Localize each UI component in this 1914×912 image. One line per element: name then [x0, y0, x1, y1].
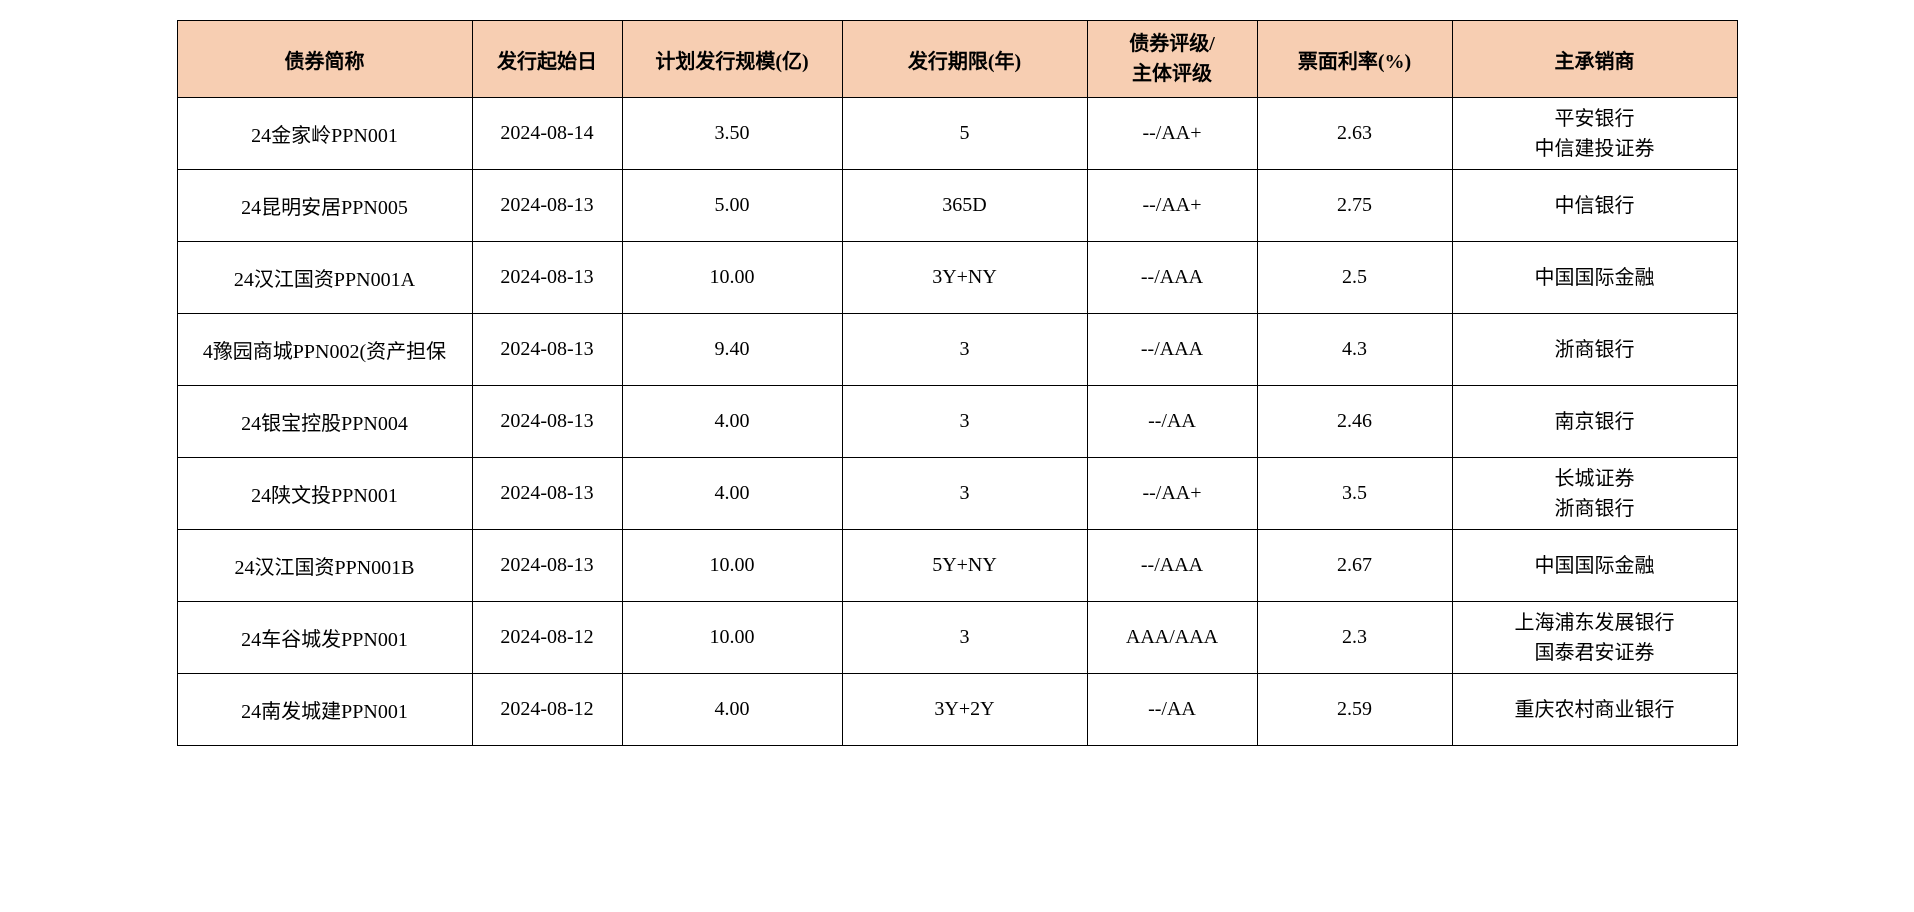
cell-issue-date: 2024-08-13 [472, 530, 622, 602]
table-row: 24昆明安居PPN0052024-08-135.00365D--/AA+2.75… [177, 170, 1737, 242]
cell-underwriter: 浙商银行 [1452, 314, 1737, 386]
cell-bond-name: 24陕文投PPN001 [177, 458, 472, 530]
cell-bond-name: 24汉江国资PPN001B [177, 530, 472, 602]
underwriter-line: 浙商银行 [1457, 494, 1733, 524]
cell-issue-term: 5 [842, 98, 1087, 170]
cell-issue-term: 3 [842, 602, 1087, 674]
cell-bond-name: 24昆明安居PPN005 [177, 170, 472, 242]
cell-issue-scale: 4.00 [622, 674, 842, 746]
header-issue-date: 发行起始日 [472, 21, 622, 98]
cell-rating: AAA/AAA [1087, 602, 1257, 674]
header-bond-name: 债券简称 [177, 21, 472, 98]
cell-issue-scale: 10.00 [622, 602, 842, 674]
cell-rating: --/AA [1087, 674, 1257, 746]
table-body: 24金家岭PPN0012024-08-143.505--/AA+2.63平安银行… [177, 98, 1737, 746]
cell-underwriter: 长城证券浙商银行 [1452, 458, 1737, 530]
cell-coupon-rate: 2.59 [1257, 674, 1452, 746]
cell-bond-name: 24车谷城发PPN001 [177, 602, 472, 674]
cell-coupon-rate: 2.63 [1257, 98, 1452, 170]
cell-issue-scale: 10.00 [622, 242, 842, 314]
cell-underwriter: 上海浦东发展银行国泰君安证券 [1452, 602, 1737, 674]
header-rating-line1: 债券评级/ [1092, 29, 1253, 59]
cell-issue-date: 2024-08-12 [472, 602, 622, 674]
cell-bond-name: 24汉江国资PPN001A [177, 242, 472, 314]
underwriter-line: 平安银行 [1457, 104, 1733, 134]
cell-issue-scale: 4.00 [622, 386, 842, 458]
cell-underwriter: 中国国际金融 [1452, 530, 1737, 602]
cell-issue-term: 5Y+NY [842, 530, 1087, 602]
table-header-row: 债券简称 发行起始日 计划发行规模(亿) 发行期限(年) 债券评级/ 主体评级 … [177, 21, 1737, 98]
underwriter-line: 国泰君安证券 [1457, 638, 1733, 668]
cell-issue-scale: 4.00 [622, 458, 842, 530]
cell-bond-name: 24银宝控股PPN004 [177, 386, 472, 458]
header-issue-scale: 计划发行规模(亿) [622, 21, 842, 98]
bond-table: 债券简称 发行起始日 计划发行规模(亿) 发行期限(年) 债券评级/ 主体评级 … [177, 20, 1738, 746]
table-row: 4豫园商城PPN002(资产担保2024-08-139.403--/AAA4.3… [177, 314, 1737, 386]
header-rating-line2: 主体评级 [1092, 59, 1253, 89]
cell-coupon-rate: 2.67 [1257, 530, 1452, 602]
cell-issue-date: 2024-08-13 [472, 314, 622, 386]
cell-issue-scale: 5.00 [622, 170, 842, 242]
cell-issue-term: 3Y+2Y [842, 674, 1087, 746]
cell-bond-name: 4豫园商城PPN002(资产担保 [177, 314, 472, 386]
underwriter-line: 浙商银行 [1457, 335, 1733, 365]
cell-issue-scale: 10.00 [622, 530, 842, 602]
table-row: 24南发城建PPN0012024-08-124.003Y+2Y--/AA2.59… [177, 674, 1737, 746]
cell-issue-term: 3 [842, 386, 1087, 458]
underwriter-line: 中信银行 [1457, 191, 1733, 221]
cell-underwriter: 中信银行 [1452, 170, 1737, 242]
cell-bond-name: 24金家岭PPN001 [177, 98, 472, 170]
cell-issue-date: 2024-08-13 [472, 386, 622, 458]
cell-underwriter: 平安银行中信建投证券 [1452, 98, 1737, 170]
cell-coupon-rate: 2.3 [1257, 602, 1452, 674]
header-underwriter: 主承销商 [1452, 21, 1737, 98]
cell-rating: --/AAA [1087, 530, 1257, 602]
header-coupon-rate: 票面利率(%) [1257, 21, 1452, 98]
cell-issue-term: 365D [842, 170, 1087, 242]
cell-coupon-rate: 2.5 [1257, 242, 1452, 314]
header-issue-term: 发行期限(年) [842, 21, 1087, 98]
table-row: 24汉江国资PPN001A2024-08-1310.003Y+NY--/AAA2… [177, 242, 1737, 314]
table-row: 24车谷城发PPN0012024-08-1210.003AAA/AAA2.3上海… [177, 602, 1737, 674]
cell-rating: --/AA+ [1087, 98, 1257, 170]
cell-issue-scale: 3.50 [622, 98, 842, 170]
cell-coupon-rate: 3.5 [1257, 458, 1452, 530]
cell-underwriter: 重庆农村商业银行 [1452, 674, 1737, 746]
table-row: 24银宝控股PPN0042024-08-134.003--/AA2.46南京银行 [177, 386, 1737, 458]
cell-issue-date: 2024-08-13 [472, 458, 622, 530]
cell-bond-name: 24南发城建PPN001 [177, 674, 472, 746]
cell-rating: --/AAA [1087, 314, 1257, 386]
cell-rating: --/AAA [1087, 242, 1257, 314]
underwriter-line: 重庆农村商业银行 [1457, 695, 1733, 725]
cell-issue-term: 3Y+NY [842, 242, 1087, 314]
table-row: 24金家岭PPN0012024-08-143.505--/AA+2.63平安银行… [177, 98, 1737, 170]
cell-coupon-rate: 2.75 [1257, 170, 1452, 242]
cell-issue-term: 3 [842, 458, 1087, 530]
cell-coupon-rate: 4.3 [1257, 314, 1452, 386]
cell-underwriter: 南京银行 [1452, 386, 1737, 458]
header-rating: 债券评级/ 主体评级 [1087, 21, 1257, 98]
cell-issue-scale: 9.40 [622, 314, 842, 386]
cell-issue-date: 2024-08-12 [472, 674, 622, 746]
underwriter-line: 南京银行 [1457, 407, 1733, 437]
underwriter-line: 上海浦东发展银行 [1457, 608, 1733, 638]
cell-rating: --/AA+ [1087, 458, 1257, 530]
cell-issue-term: 3 [842, 314, 1087, 386]
table-row: 24陕文投PPN0012024-08-134.003--/AA+3.5长城证券浙… [177, 458, 1737, 530]
cell-rating: --/AA [1087, 386, 1257, 458]
cell-coupon-rate: 2.46 [1257, 386, 1452, 458]
cell-issue-date: 2024-08-14 [472, 98, 622, 170]
underwriter-line: 长城证券 [1457, 464, 1733, 494]
table-row: 24汉江国资PPN001B2024-08-1310.005Y+NY--/AAA2… [177, 530, 1737, 602]
cell-issue-date: 2024-08-13 [472, 170, 622, 242]
underwriter-line: 中国国际金融 [1457, 551, 1733, 581]
cell-issue-date: 2024-08-13 [472, 242, 622, 314]
cell-underwriter: 中国国际金融 [1452, 242, 1737, 314]
underwriter-line: 中信建投证券 [1457, 134, 1733, 164]
underwriter-line: 中国国际金融 [1457, 263, 1733, 293]
cell-rating: --/AA+ [1087, 170, 1257, 242]
